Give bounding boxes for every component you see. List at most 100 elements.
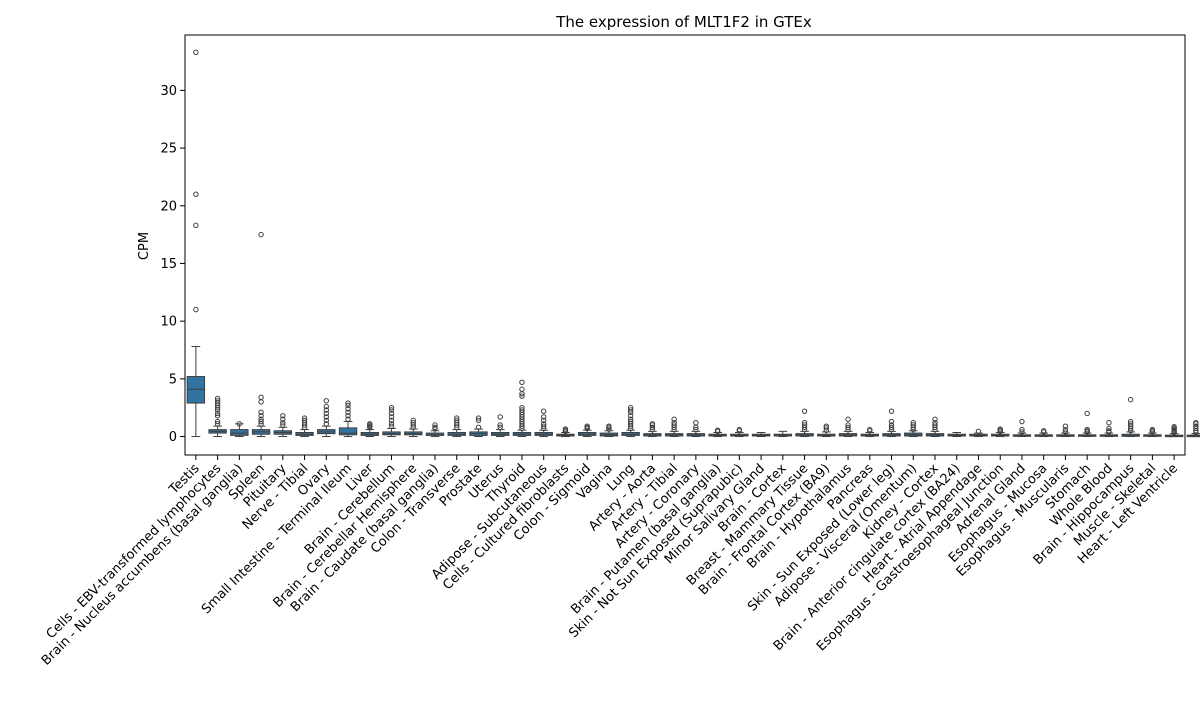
outlier-point [1106, 425, 1112, 432]
outlier-point [540, 423, 547, 429]
outlier-point [888, 424, 895, 431]
boxes-layer [186, 49, 1200, 438]
outlier-point [801, 422, 808, 428]
outlier-point [1019, 426, 1025, 433]
box-plot-37 [991, 426, 1010, 438]
x-tick-label: Cells - EBV-transformed lymphocytes [44, 461, 225, 642]
outlier-point [301, 415, 308, 421]
box-plot-18 [577, 423, 597, 438]
y-tick-label: 10 [160, 315, 177, 330]
y-tick-label: 15 [160, 257, 177, 272]
box-plot-9 [382, 404, 401, 438]
box-plot-34 [925, 416, 945, 438]
box-plot-20 [621, 404, 640, 438]
outlier-point [1084, 410, 1090, 417]
outlier-point [410, 417, 416, 424]
outlier-point [214, 421, 221, 427]
outlier-point [193, 191, 199, 197]
box-plot-45 [1164, 424, 1184, 438]
box-plot-4 [273, 413, 293, 438]
outlier-point [997, 426, 1003, 432]
outlier-point [258, 231, 264, 238]
outlier-point [214, 410, 221, 417]
box-plot-42 [1099, 419, 1119, 438]
box-plot-1 [208, 395, 227, 438]
box-plot-13 [469, 415, 488, 438]
outlier-point [214, 395, 221, 402]
outlier-point [867, 426, 873, 433]
outlier-point [823, 423, 830, 429]
outlier-point [323, 407, 330, 413]
outlier-point [214, 413, 221, 419]
box-plot-38 [1012, 418, 1032, 438]
y-tick-label: 30 [160, 84, 177, 99]
outlier-point [1106, 428, 1112, 434]
outlier-point [736, 426, 743, 433]
outlier-point [323, 410, 330, 417]
box-plot-24 [708, 427, 727, 438]
outlier-point [888, 408, 895, 414]
outlier-point [475, 424, 482, 431]
outlier-point [1062, 429, 1069, 435]
y-tick-label: 0 [169, 430, 177, 445]
box-iqr [338, 427, 358, 436]
box-plot-26 [751, 432, 771, 438]
outlier-point [627, 413, 634, 419]
outlier-point [345, 406, 351, 412]
plot-frame [184, 34, 1186, 456]
box-plot-31 [860, 426, 879, 438]
box-plot-19 [599, 423, 619, 438]
outlier-point [214, 398, 221, 404]
box-plot-32 [882, 408, 901, 438]
outlier-point [497, 414, 503, 420]
box-plot-41 [1077, 410, 1097, 438]
outlier-point [910, 419, 916, 426]
outlier-point [454, 415, 460, 421]
box-plot-15 [512, 379, 532, 438]
outlier-point [323, 398, 330, 404]
box-plot-29 [817, 423, 836, 438]
outlier-point [627, 418, 634, 425]
y-axis-label: CPM [137, 232, 152, 260]
outlier-point [627, 404, 634, 411]
box-plot-28 [795, 408, 814, 438]
outlier-point [1127, 396, 1134, 403]
outlier-point [845, 422, 851, 428]
outlier-point [1193, 423, 1199, 429]
outlier-point [540, 408, 547, 414]
box-plot-35 [947, 432, 966, 438]
outlier-point [932, 416, 938, 422]
outlier-point [280, 416, 286, 422]
outlier-point [888, 418, 895, 425]
outlier-point [823, 425, 830, 431]
outlier-point [1040, 428, 1047, 434]
outlier-point [432, 422, 438, 428]
outlier-point [345, 409, 351, 416]
y-tick-label: 25 [160, 142, 177, 157]
outlier-point [671, 416, 677, 422]
outlier-point [888, 422, 895, 428]
box-plot-12 [447, 415, 466, 438]
outlier-point [845, 424, 851, 431]
outlier-point [714, 427, 721, 433]
outlier-point [1149, 426, 1156, 433]
box-plot-30 [838, 416, 858, 438]
outlier-point [475, 415, 482, 421]
outlier-point [497, 424, 503, 431]
outlier-point [367, 421, 373, 427]
outlier-point [540, 414, 547, 420]
outlier-point [975, 428, 982, 435]
box-plot-16 [534, 408, 553, 438]
box-plot-17 [556, 426, 575, 438]
outlier-point [1106, 419, 1112, 426]
outlier-point [801, 419, 808, 426]
box-plot-10 [404, 417, 423, 438]
box-plot-22 [664, 416, 684, 438]
box-plot-39 [1034, 428, 1053, 438]
outlier-point [280, 413, 286, 419]
outlier-point [1019, 429, 1025, 435]
outlier-point [345, 416, 351, 422]
outlier-point [519, 379, 525, 386]
outlier-point [1062, 423, 1069, 429]
